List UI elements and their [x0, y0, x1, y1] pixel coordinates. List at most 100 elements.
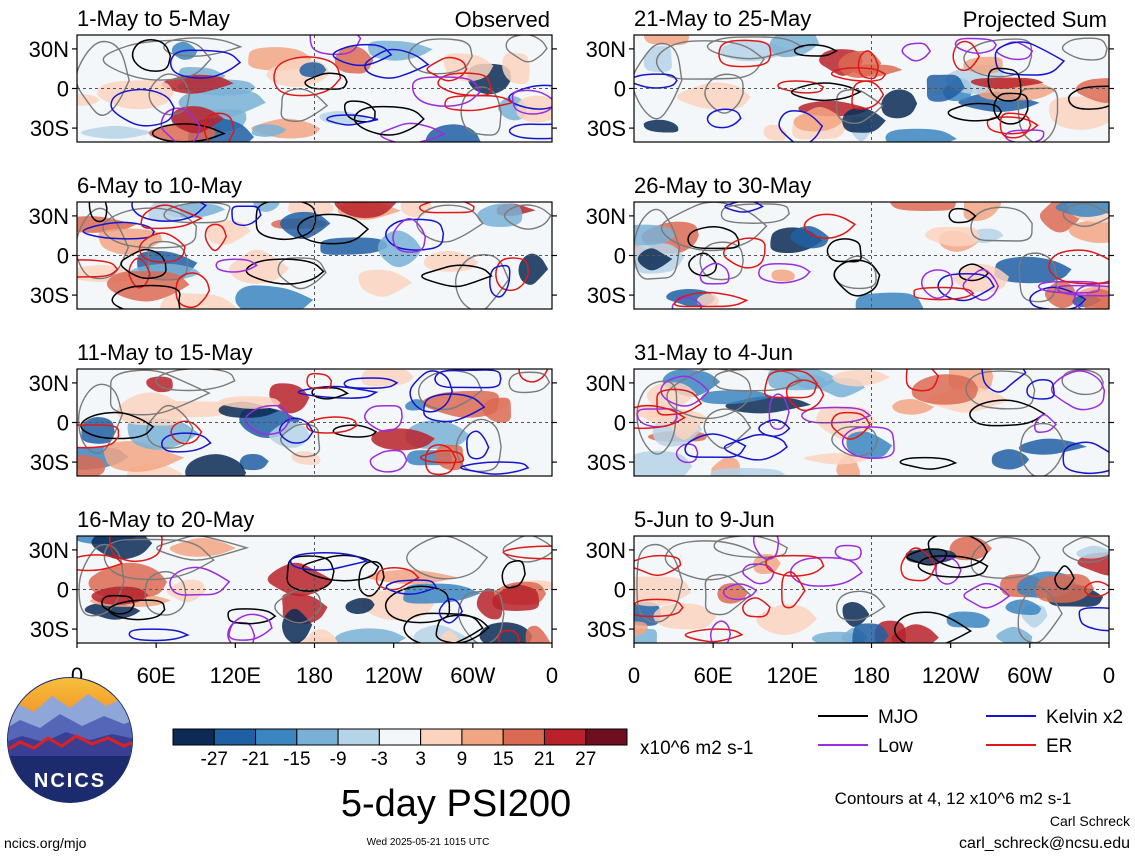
colorbar-swatch — [213, 728, 257, 746]
timestamp: Wed 2025-05-21 1015 UTC — [367, 837, 490, 848]
contour-line — [108, 536, 163, 563]
anomaly-shade — [696, 293, 720, 306]
panel-left-3: 30N 0 30S 11-May to 15-May — [29, 340, 557, 477]
coastline — [280, 423, 321, 458]
contour-line — [833, 259, 881, 297]
coastline — [457, 589, 505, 643]
coastline — [1018, 252, 1058, 303]
coastline — [280, 88, 329, 122]
coastline — [77, 40, 130, 116]
contour-line — [128, 257, 151, 289]
panel-title: 6-May to 10-May — [77, 173, 242, 198]
legend-label: ER — [1046, 736, 1072, 757]
panel-title: 26-May to 30-May — [634, 173, 811, 198]
contour-note: Contours at 4, 12 x10^6 m2 s-1 — [835, 789, 1072, 808]
anomaly-shade — [838, 50, 882, 78]
contour-line — [170, 420, 203, 445]
contour-line — [673, 291, 749, 308]
anomaly-shade — [169, 537, 236, 557]
contour-line — [385, 218, 445, 251]
colorbar-swatch — [255, 728, 298, 746]
anomaly-shade — [367, 569, 457, 585]
y-tick-label: 30N — [586, 371, 626, 396]
contour-line — [1038, 280, 1101, 294]
anomaly-shade — [1076, 545, 1109, 559]
y-tick-label: 0 — [614, 244, 626, 269]
contour-line — [228, 613, 273, 641]
anomaly-shade — [307, 629, 339, 643]
colorbar: -27 -21 -15 -9 -3 3 9 15 21 27 — [172, 728, 628, 770]
site-url: ncics.org/mjo — [4, 835, 87, 851]
contour-line — [140, 204, 204, 230]
coastline — [699, 241, 744, 281]
contour-line — [969, 399, 1046, 427]
coastline — [655, 40, 765, 80]
contour-line — [699, 262, 730, 285]
contour-line — [905, 369, 940, 392]
contour-line — [419, 449, 465, 464]
contour-line — [709, 620, 732, 643]
colorbar-label: 21 — [534, 749, 555, 770]
anomaly-shade — [892, 399, 935, 415]
contour-line — [742, 563, 775, 585]
anomaly-shade — [1018, 438, 1087, 455]
contour-line — [466, 430, 490, 460]
anomaly-shade — [116, 392, 186, 426]
contour-line — [901, 42, 932, 62]
anomaly-shade — [846, 431, 893, 459]
contour-line — [900, 547, 937, 582]
contour-line — [353, 105, 425, 136]
anomaly-shade — [646, 382, 697, 410]
anomaly-shade — [106, 271, 190, 302]
contour-line — [77, 259, 119, 278]
contour-line — [409, 370, 453, 413]
y-tick-label: 30S — [30, 450, 69, 475]
anomaly-shade — [320, 237, 388, 255]
contour-line — [364, 48, 430, 79]
colorbar-label: -3 — [371, 749, 388, 770]
anomaly-shade — [166, 579, 206, 603]
contour-line — [1067, 85, 1109, 110]
contour-line — [687, 226, 740, 250]
anomaly-shade — [643, 45, 672, 73]
coastline — [634, 208, 681, 280]
author: Carl Schreck — [1050, 813, 1131, 829]
anomaly-shade — [756, 604, 818, 636]
contour-line — [160, 107, 202, 142]
anomaly-shade — [885, 128, 957, 142]
anomaly-shade — [77, 454, 106, 476]
colorbar-units: x10^6 m2 s-1 — [640, 738, 753, 759]
contour-line — [765, 554, 825, 577]
contour-line — [778, 110, 824, 142]
contour-line — [752, 536, 780, 560]
x-tick-label: 60E — [694, 663, 733, 688]
panel-title: 31-May to 4-Jun — [634, 340, 793, 365]
contour-line — [508, 123, 552, 140]
coastline — [970, 206, 1033, 242]
coastline — [155, 369, 236, 392]
anomaly-shade — [925, 226, 980, 247]
panels: 30N 0 30S 1-May to 5-May Observed 30N 0 30S 6-Ma… — [29, 6, 1114, 644]
colorbar-label: -27 — [201, 749, 228, 770]
panel-left-2: 30N 0 30S 6-May to 10-May — [29, 173, 557, 310]
contour-line — [502, 545, 552, 560]
anomaly-shade — [251, 124, 287, 137]
anomaly-shade — [790, 226, 830, 249]
contour-line — [215, 258, 258, 273]
panel-title: 21-May to 25-May — [634, 6, 811, 31]
y-tick-label: 30S — [30, 116, 69, 141]
colorbar-swatch — [378, 728, 422, 746]
colorbar-label: -9 — [330, 749, 347, 770]
anomaly-shade — [769, 35, 820, 58]
x-tick-label: 120E — [210, 663, 261, 688]
contour-line — [906, 548, 948, 566]
contour-line — [789, 556, 863, 587]
x-tick-label: 0 — [1103, 663, 1115, 688]
contour-line — [947, 102, 1003, 122]
contour-line — [403, 612, 484, 643]
y-tick-label: 30N — [586, 538, 626, 563]
y-tick-label: 30S — [587, 116, 626, 141]
x-axis-right: 0 60E 120E 180 120W 60W 0 — [628, 643, 1115, 688]
contour-line — [913, 286, 975, 301]
colorbar-label: -21 — [242, 749, 269, 770]
